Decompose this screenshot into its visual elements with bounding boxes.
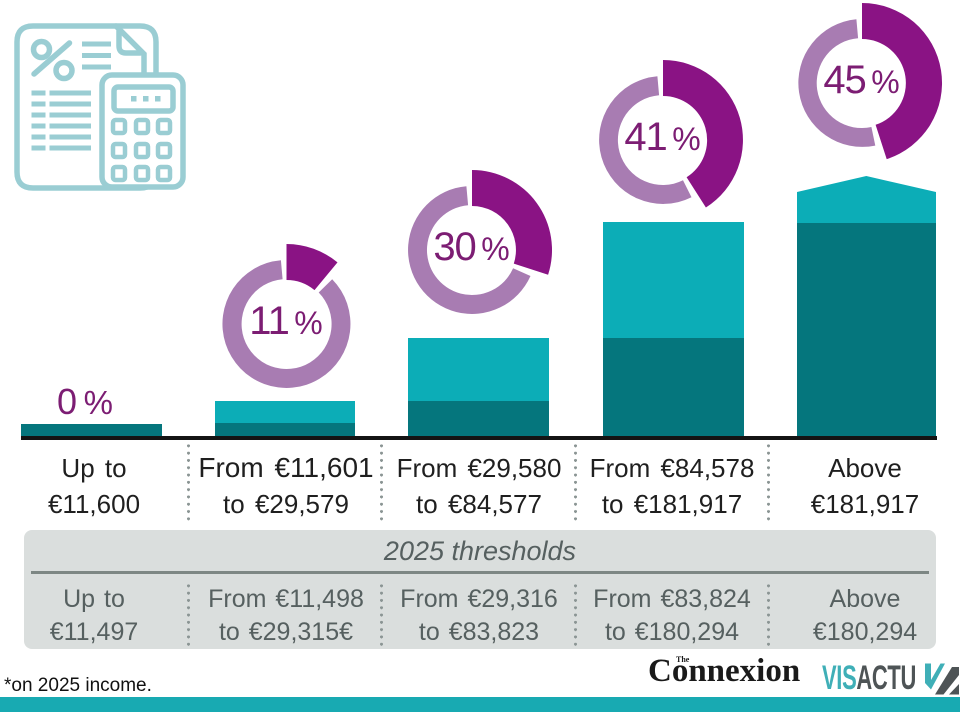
svg-text:45 %: 45 % — [823, 58, 899, 102]
svg-text:41 %: 41 % — [624, 115, 700, 159]
svg-text:30 %: 30 % — [433, 225, 509, 269]
svg-text:11 %: 11 % — [249, 299, 322, 343]
